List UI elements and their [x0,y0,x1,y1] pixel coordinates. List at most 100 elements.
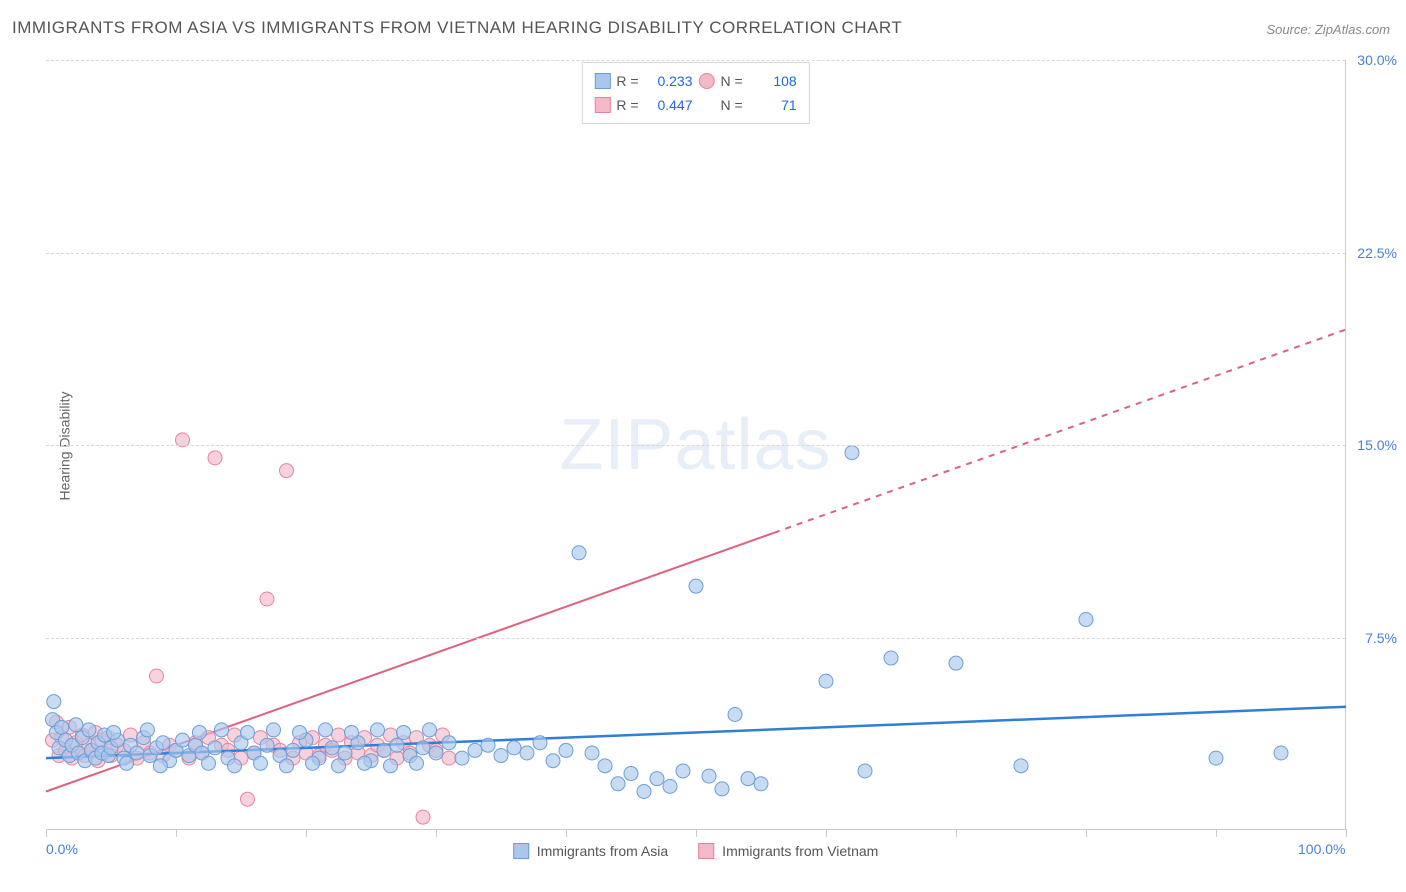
r-label: R = [616,69,638,93]
data-point [949,656,963,670]
data-point [715,782,729,796]
stats-row-vietnam: R = 0.447 N = 71 [594,93,796,117]
data-point [82,723,96,737]
data-point [120,756,134,770]
r-value-asia: 0.233 [645,69,693,93]
data-point [429,746,443,760]
y-tick-label: 22.5% [1357,245,1397,261]
data-point [481,738,495,752]
data-point [384,759,398,773]
data-point [319,723,333,737]
data-point [140,723,154,737]
data-point [884,651,898,665]
r-value-vietnam: 0.447 [645,93,693,117]
data-point [611,777,625,791]
data-point [260,592,274,606]
data-point [494,749,508,763]
n-value-asia: 108 [749,69,797,93]
data-point [559,743,573,757]
x-tick [436,829,437,837]
data-point [410,756,424,770]
data-point [293,725,307,739]
data-point [228,759,242,773]
data-point [397,725,411,739]
stats-row-asia: R = 0.233 N = 108 [594,69,796,93]
data-point [345,725,359,739]
data-point [1274,746,1288,760]
n-value-vietnam: 71 [749,93,797,117]
x-tick [826,829,827,837]
data-point [423,723,437,737]
data-point [637,785,651,799]
data-point [47,695,61,709]
data-point [150,669,164,683]
data-point [390,738,404,752]
data-point [156,736,170,750]
x-tick-label: 0.0% [46,841,78,857]
data-point [358,756,372,770]
x-tick [1086,829,1087,837]
x-tick [46,829,47,837]
y-tick-label: 15.0% [1357,437,1397,453]
x-tick [1216,829,1217,837]
data-point [130,746,144,760]
y-tick-label: 30.0% [1357,52,1397,68]
data-point [176,733,190,747]
data-point [215,723,229,737]
data-point [286,743,300,757]
data-point [377,743,391,757]
data-point [598,759,612,773]
swatch-asia [594,73,610,89]
data-point [202,756,216,770]
data-point [741,772,755,786]
grid-line [46,253,1345,254]
data-point [1079,613,1093,627]
legend-label: Immigrants from Asia [537,843,668,859]
data-point [728,708,742,722]
data-point [371,723,385,737]
data-point [533,736,547,750]
plot-area: ZIPatlas R = 0.233 N = 108 R = 0.447 N =… [46,60,1346,830]
swatch-vietnam-inline [699,73,715,89]
data-point [55,720,69,734]
x-tick [306,829,307,837]
grid-line [46,445,1345,446]
data-point [338,746,352,760]
stats-legend: R = 0.233 N = 108 R = 0.447 N = 71 [581,62,809,124]
data-point [267,723,281,737]
data-point [306,756,320,770]
data-point [332,728,346,742]
data-point [442,736,456,750]
data-point [241,725,255,739]
data-point [585,746,599,760]
data-point [69,718,83,732]
data-point [676,764,690,778]
data-point [416,810,430,824]
data-point [1014,759,1028,773]
data-point [819,674,833,688]
legend-item: Immigrants from Vietnam [698,843,878,859]
y-tick-label: 7.5% [1365,630,1397,646]
data-point [507,741,521,755]
r-label: R = [616,93,638,117]
data-point [572,546,586,560]
data-point [754,777,768,791]
trend-line-dashed-vietnam [774,330,1346,533]
data-point [546,754,560,768]
data-point [1209,751,1223,765]
data-point [208,451,222,465]
x-tick [696,829,697,837]
grid-line [46,638,1345,639]
data-point [416,741,430,755]
grid-line [46,60,1345,61]
legend-swatch [513,843,529,859]
n-label: N = [721,69,743,93]
legend-label: Immigrants from Vietnam [722,843,878,859]
data-point [325,741,339,755]
series-legend: Immigrants from Asia Immigrants from Viet… [513,843,879,859]
x-tick [1346,829,1347,837]
source-attribution: Source: ZipAtlas.com [1266,22,1390,37]
x-tick [956,829,957,837]
data-point [702,769,716,783]
x-tick-label: 100.0% [1298,841,1345,857]
